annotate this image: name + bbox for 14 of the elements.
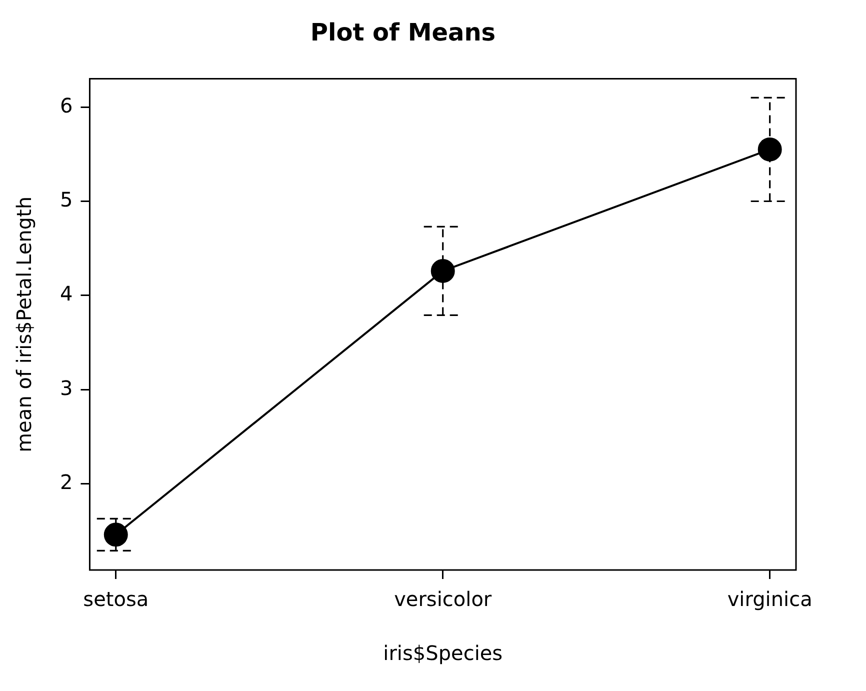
y-tick-label: 5 xyxy=(60,187,73,212)
point xyxy=(104,522,128,547)
x-tick-label: setosa xyxy=(83,587,149,612)
point xyxy=(430,258,455,283)
y-tick-label: 2 xyxy=(60,470,73,494)
x-tick-label: versicolor xyxy=(394,587,492,612)
y-tick-label: 4 xyxy=(60,282,73,306)
x-tick-label: virginica xyxy=(727,587,812,612)
chart-title: Plot of Means xyxy=(310,18,496,47)
y-axis-title: mean of iris$Petal.Length xyxy=(12,196,36,452)
y-tick-label: 3 xyxy=(60,376,73,400)
y-tick-label: 6 xyxy=(60,93,73,118)
x-axis-title: iris$Species xyxy=(383,641,503,666)
point xyxy=(758,137,782,162)
